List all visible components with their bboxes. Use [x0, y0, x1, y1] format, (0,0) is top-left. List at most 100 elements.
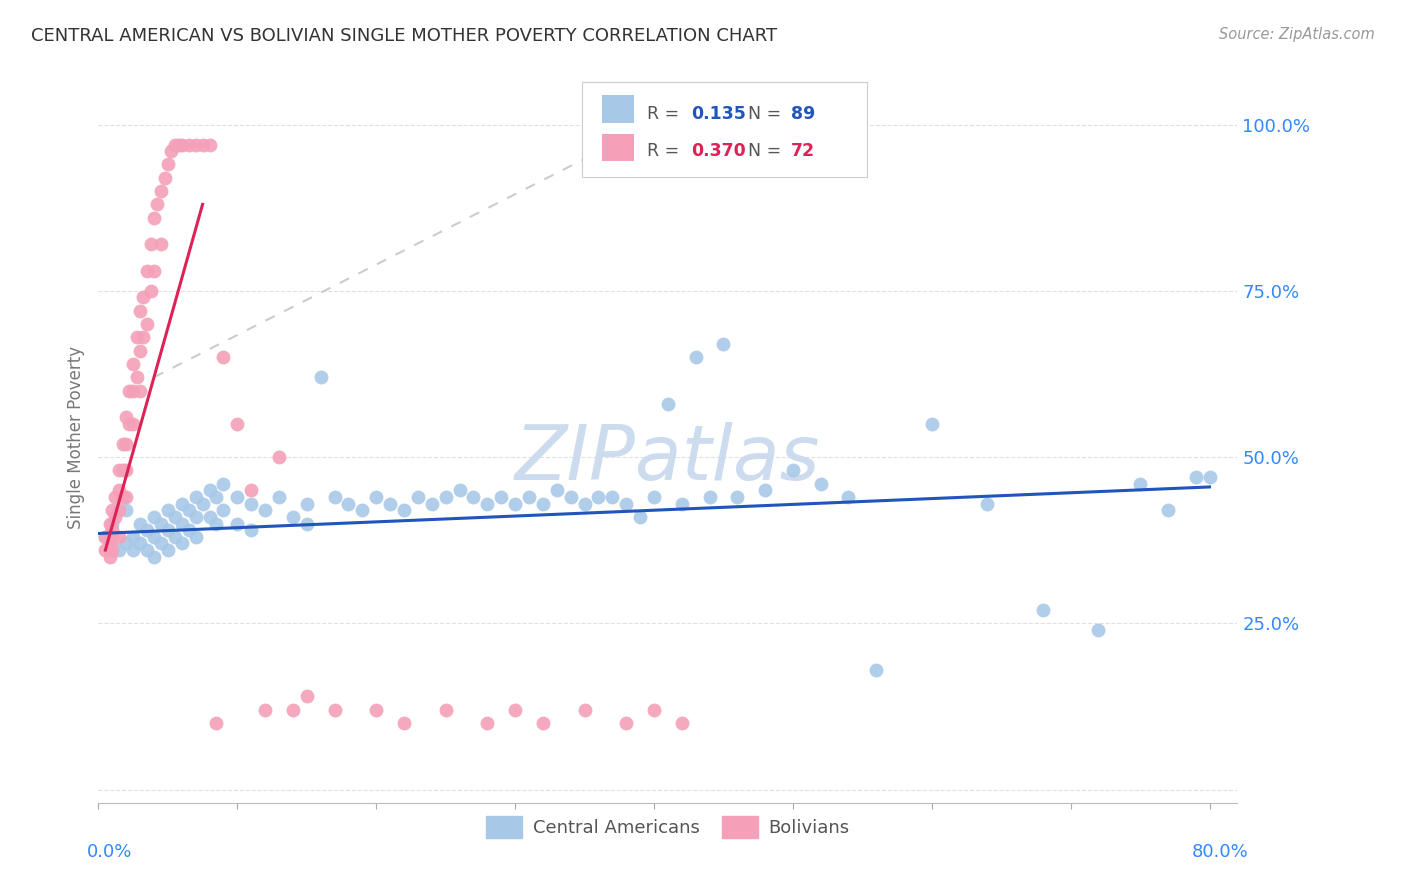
Point [149, 237, 172, 252]
Point [614, 716, 637, 731]
Point [129, 516, 152, 531]
Point [671, 497, 693, 511]
Point [143, 264, 166, 278]
Point [170, 137, 193, 152]
Point [191, 497, 214, 511]
Point [628, 509, 651, 524]
Point [143, 211, 166, 225]
Point [295, 516, 318, 531]
Point [546, 483, 568, 498]
Point [145, 197, 167, 211]
Point [122, 543, 145, 558]
Text: 0.370: 0.370 [690, 142, 745, 160]
Point [122, 384, 145, 398]
Point [267, 490, 290, 504]
Point [226, 490, 249, 504]
Point [477, 716, 499, 731]
Point [98, 549, 121, 564]
Point [699, 490, 721, 504]
Point [463, 490, 485, 504]
FancyBboxPatch shape [602, 95, 634, 123]
Point [837, 490, 859, 504]
Point [588, 490, 610, 504]
Point [295, 497, 318, 511]
Point [159, 144, 181, 158]
Point [149, 536, 172, 550]
Point [101, 543, 124, 558]
Point [754, 483, 776, 498]
Point [574, 703, 596, 717]
Point [132, 330, 155, 344]
Point [713, 337, 735, 351]
Point [366, 703, 388, 717]
Point [198, 483, 221, 498]
Point [191, 137, 214, 152]
Point [177, 137, 200, 152]
Point [352, 503, 374, 517]
Point [254, 503, 277, 517]
Point [115, 463, 138, 477]
Point [141, 237, 163, 252]
Point [1032, 603, 1054, 617]
Point [531, 716, 554, 731]
Text: 0.135: 0.135 [690, 105, 745, 123]
Point [143, 549, 166, 564]
Point [420, 497, 443, 511]
Point [156, 503, 179, 517]
Point [115, 410, 138, 425]
Point [153, 170, 176, 185]
Text: N =: N = [748, 105, 786, 123]
Point [101, 530, 124, 544]
Point [323, 490, 346, 504]
FancyBboxPatch shape [602, 134, 634, 161]
Point [477, 497, 499, 511]
Point [531, 497, 554, 511]
Point [198, 509, 221, 524]
Point [212, 351, 235, 365]
Point [122, 417, 145, 431]
Point [177, 503, 200, 517]
Point [434, 703, 457, 717]
Point [226, 516, 249, 531]
Text: ZIPatlas: ZIPatlas [515, 422, 821, 496]
Point [323, 703, 346, 717]
Point [295, 690, 318, 704]
Point [560, 490, 582, 504]
Point [122, 530, 145, 544]
Point [392, 716, 415, 731]
Point [122, 357, 145, 371]
Point [104, 509, 127, 524]
Point [94, 543, 117, 558]
Point [115, 536, 138, 550]
Point [921, 417, 943, 431]
Point [254, 703, 277, 717]
Point [205, 490, 228, 504]
Point [240, 497, 263, 511]
Point [170, 516, 193, 531]
Point [1184, 470, 1206, 484]
Point [184, 509, 207, 524]
Text: CENTRAL AMERICAN VS BOLIVIAN SINGLE MOTHER POVERTY CORRELATION CHART: CENTRAL AMERICAN VS BOLIVIAN SINGLE MOTH… [31, 27, 778, 45]
Point [136, 543, 159, 558]
Point [643, 490, 665, 504]
Point [976, 497, 998, 511]
Point [240, 523, 263, 537]
Point [1087, 623, 1109, 637]
Point [115, 436, 138, 450]
Text: R =: R = [647, 142, 685, 160]
Point [600, 490, 623, 504]
Point [503, 497, 526, 511]
Point [184, 490, 207, 504]
Point [136, 264, 159, 278]
Point [240, 483, 263, 498]
Point [98, 516, 121, 531]
Point [406, 490, 429, 504]
Point [865, 663, 887, 677]
Point [309, 370, 332, 384]
Point [170, 536, 193, 550]
Point [163, 137, 186, 152]
Point [108, 483, 131, 498]
Point [163, 530, 186, 544]
Point [112, 490, 135, 504]
Point [366, 490, 388, 504]
